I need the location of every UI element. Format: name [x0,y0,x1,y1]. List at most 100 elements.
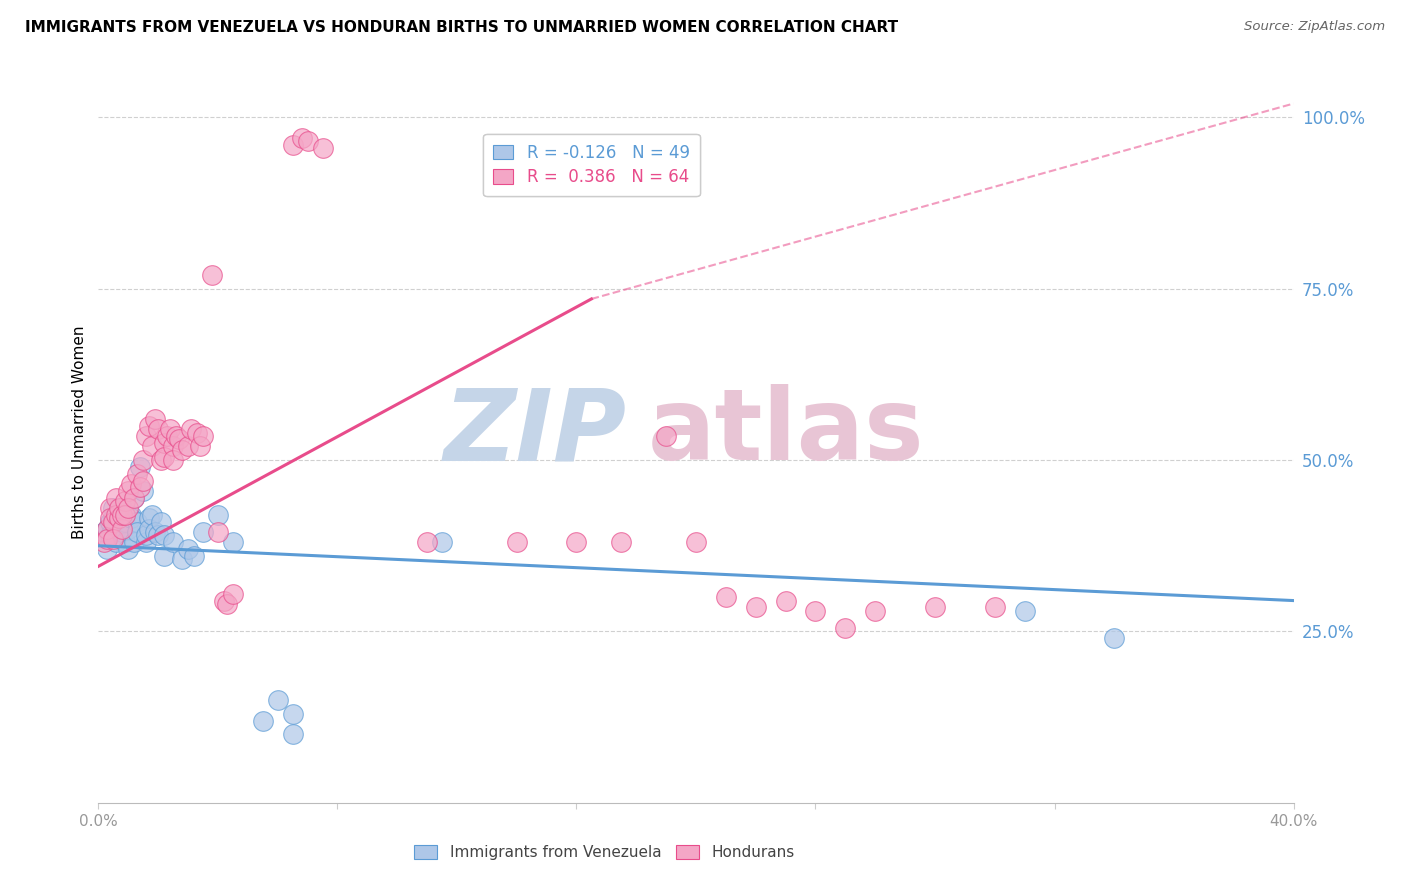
Point [865,604,887,618]
Point [108,511,131,525]
Point [212,593,235,607]
Point [129,459,152,474]
Point [201,268,224,282]
Point [129,480,152,494]
Point [105,522,128,536]
Point [1014,604,1036,618]
Point [281,706,304,721]
Point [153,450,176,464]
Text: atlas: atlas [647,384,924,481]
Point [167,433,190,447]
Point [150,453,173,467]
Point [98,501,122,516]
Point [111,508,134,522]
Point [745,600,768,615]
Point [108,501,131,516]
Point [281,137,304,152]
Point [1104,632,1126,646]
Point [111,522,134,536]
Point [186,425,208,440]
Point [96,522,118,536]
Point [610,535,633,549]
Point [111,524,134,539]
Point [114,508,136,522]
Point [98,515,122,529]
Point [127,467,149,481]
Point [105,508,128,522]
Point [132,483,155,498]
Point [135,535,157,549]
Point [120,508,142,522]
Point [180,422,202,436]
Point [207,508,229,522]
Point [311,141,333,155]
Point [655,429,678,443]
Point [138,522,160,536]
Point [96,542,118,557]
Point [150,515,173,529]
Point [103,515,125,529]
Point [153,436,176,450]
Point [98,528,122,542]
Point [127,515,149,529]
Point [143,524,166,539]
Point [96,522,118,536]
Point [141,439,163,453]
Point [132,453,155,467]
Point [135,528,157,542]
Point [215,597,238,611]
Point [191,429,214,443]
Point [804,604,827,618]
Point [117,501,139,516]
Point [252,714,274,728]
Point [132,474,155,488]
Point [222,587,245,601]
Point [291,131,314,145]
Point [105,535,128,549]
Point [984,600,1007,615]
Point [222,535,245,549]
Point [153,549,176,563]
Point [188,439,211,453]
Point [297,134,319,148]
Point [148,528,170,542]
Point [117,542,139,557]
Point [138,511,160,525]
Legend: R = -0.126   N = 49, R =  0.386   N = 64: R = -0.126 N = 49, R = 0.386 N = 64 [484,134,700,196]
Point [267,693,290,707]
Point [103,501,125,516]
Point [141,508,163,522]
Point [148,422,170,436]
Point [117,522,139,536]
Point [430,535,453,549]
Text: ZIP: ZIP [443,384,626,481]
Point [108,508,131,522]
Point [143,412,166,426]
Point [98,511,122,525]
Point [775,593,797,607]
Text: IMMIGRANTS FROM VENEZUELA VS HONDURAN BIRTHS TO UNMARRIED WOMEN CORRELATION CHAR: IMMIGRANTS FROM VENEZUELA VS HONDURAN BI… [25,20,898,35]
Point [281,727,304,741]
Point [108,511,131,525]
Point [117,483,139,498]
Point [105,491,128,505]
Point [172,552,194,566]
Point [114,494,136,508]
Point [124,491,146,505]
Text: Source: ZipAtlas.com: Source: ZipAtlas.com [1244,20,1385,33]
Point [506,535,529,549]
Point [135,429,157,443]
Point [114,515,136,529]
Point [120,511,142,525]
Point [127,524,149,539]
Point [924,600,946,615]
Point [93,524,115,539]
Point [111,501,134,516]
Point [124,535,146,549]
Y-axis label: Births to Unmarried Women: Births to Unmarried Women [72,326,87,540]
Point [124,491,146,505]
Point [96,532,118,546]
Point [156,429,179,443]
Point [834,621,856,635]
Point [162,439,184,453]
